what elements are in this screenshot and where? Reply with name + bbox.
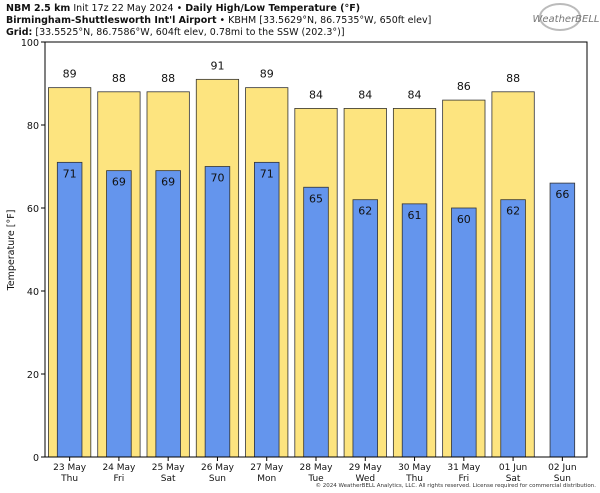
bar-low	[549, 182, 576, 458]
x-tick-weekday: Fri	[458, 474, 469, 484]
x-tick-label: 31 May	[447, 463, 481, 473]
x-tick-label: 26 May	[201, 463, 235, 473]
value-label: 88	[112, 72, 126, 85]
value-label: 71	[63, 167, 77, 180]
value-label: 62	[358, 205, 372, 218]
header-line-1: NBM 2.5 km Init 17z 22 May 2024 • Daily …	[6, 3, 360, 14]
init: Init 17z 22 May 2024	[73, 3, 173, 14]
x-tick-weekday: Thu	[60, 474, 78, 484]
y-tick-label: 20	[27, 370, 39, 381]
footer: © 2024 WeatherBELL Analytics, LLC. All r…	[316, 482, 597, 489]
y-axis-label: Temperature [°F]	[6, 210, 17, 292]
x-tick-label: 24 May	[102, 463, 136, 473]
header-line-2: Birmingham-Shuttlesworth Int'l Airport •…	[6, 15, 431, 26]
grid-label: Grid:	[6, 27, 32, 38]
x-tick-label: 02 Jun	[548, 463, 576, 473]
bar-low	[500, 199, 526, 458]
x-tick-weekday: Sat	[161, 474, 176, 484]
value-label: 61	[408, 209, 422, 222]
logo-globe	[539, 3, 581, 31]
bar-low	[204, 166, 231, 458]
x-tick-label: 25 May	[152, 463, 186, 473]
value-label: 70	[210, 172, 224, 185]
bar-low	[56, 161, 83, 458]
value-label: 84	[408, 88, 422, 101]
model: NBM 2.5 km	[6, 3, 70, 14]
x-tick-weekday: Sun	[209, 474, 226, 484]
chart-title: Daily High/Low Temperature (°F)	[185, 3, 360, 14]
x-tick-label: 27 May	[250, 463, 284, 473]
bar-low	[352, 199, 378, 458]
y-tick-label: 0	[33, 453, 39, 464]
y-tick-label: 40	[27, 287, 39, 298]
bar-low	[254, 161, 280, 458]
x-tick-label: 23 May	[53, 463, 87, 473]
value-label: 86	[457, 80, 471, 93]
value-label: 60	[457, 213, 471, 226]
value-label: 84	[358, 88, 372, 101]
value-label: 62	[506, 205, 520, 218]
value-label: 89	[260, 68, 274, 81]
value-label: 88	[506, 72, 520, 85]
plot-frame	[44, 41, 588, 458]
x-tick-weekday: Sat	[506, 474, 521, 484]
value-label: 89	[63, 68, 77, 81]
value-label: 69	[161, 176, 175, 189]
value-label: 71	[260, 167, 274, 180]
x-tick-label: 28 May	[300, 463, 334, 473]
logo: WeatherBELL	[532, 14, 599, 25]
bar-low	[155, 170, 181, 458]
station-info: • KBHM [33.5629°N, 86.7535°W, 650ft elev…	[220, 15, 432, 26]
value-label: 69	[112, 176, 126, 189]
bar-low	[303, 186, 329, 458]
header-line-3: Grid: [33.5525°N, 86.7586°W, 604ft elev,…	[6, 27, 345, 38]
x-tick-weekday: Mon	[257, 474, 276, 484]
value-label: 88	[161, 72, 175, 85]
value-label: 66	[555, 188, 569, 201]
station: Birmingham-Shuttlesworth Int'l Airport	[6, 15, 217, 26]
y-tick-label: 60	[27, 204, 39, 215]
bar-low	[451, 207, 477, 458]
bar-low	[401, 203, 428, 458]
x-tick-weekday: Sun	[554, 474, 571, 484]
x-tick-weekday: Thu	[405, 474, 423, 484]
separator: •	[177, 3, 183, 14]
x-tick-label: 01 Jun	[499, 463, 527, 473]
value-label: 84	[309, 88, 323, 101]
y-tick-label: 100	[21, 38, 39, 49]
y-tick-label: 80	[27, 121, 39, 132]
grid-info: [33.5525°N, 86.7586°W, 604ft elev, 0.78m…	[35, 27, 344, 38]
x-tick-weekday: Tue	[307, 474, 324, 484]
value-label: 91	[210, 59, 224, 72]
x-tick-weekday: Fri	[114, 474, 125, 484]
x-tick-label: 30 May	[398, 463, 432, 473]
bar-low	[106, 170, 132, 458]
x-tick-weekday: Wed	[355, 474, 375, 484]
x-tick-label: 29 May	[349, 463, 383, 473]
value-label: 65	[309, 192, 323, 205]
